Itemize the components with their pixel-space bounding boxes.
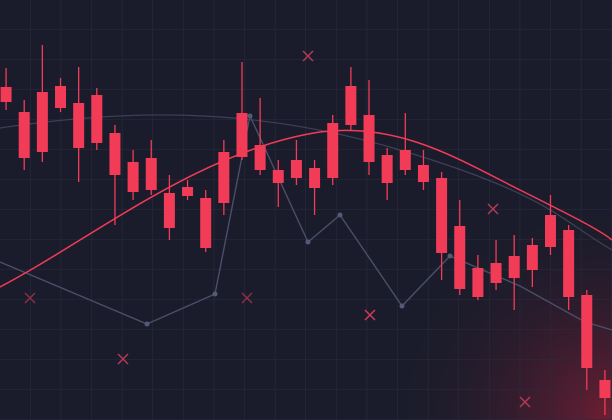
candle-body [0, 87, 12, 102]
gray-dots [144, 113, 588, 327]
candle-body [272, 170, 284, 183]
candle-body [581, 295, 593, 368]
candle-body [544, 215, 556, 247]
candle-body [454, 226, 466, 289]
candle-body [327, 123, 339, 178]
candle-body [145, 158, 157, 190]
candle-body [399, 150, 411, 170]
candle-body [563, 230, 575, 297]
candle-body [55, 86, 67, 108]
candles [0, 45, 611, 415]
candle-body [490, 263, 502, 283]
candle-body [381, 155, 393, 183]
candle-body [508, 256, 520, 278]
candle-body [417, 165, 429, 182]
candle-body [182, 187, 194, 196]
candle-body [91, 95, 103, 143]
candle-body [236, 113, 248, 157]
candle-body [109, 133, 121, 175]
candle-body [436, 178, 448, 253]
x-markers [24, 50, 531, 408]
candle-body [254, 145, 266, 170]
candle-body [526, 245, 538, 270]
candle-body [200, 198, 212, 248]
candle-body [309, 168, 321, 188]
candle-body [36, 92, 48, 152]
candle-body [127, 162, 139, 192]
candle-body [73, 103, 85, 148]
candle-body [290, 160, 302, 178]
candle-body [18, 112, 30, 158]
candle-body [363, 115, 375, 162]
candle-body [472, 268, 484, 297]
candle-body [345, 86, 357, 125]
candle-body [218, 152, 230, 203]
candle-body [163, 193, 175, 228]
candle-body [599, 380, 611, 398]
